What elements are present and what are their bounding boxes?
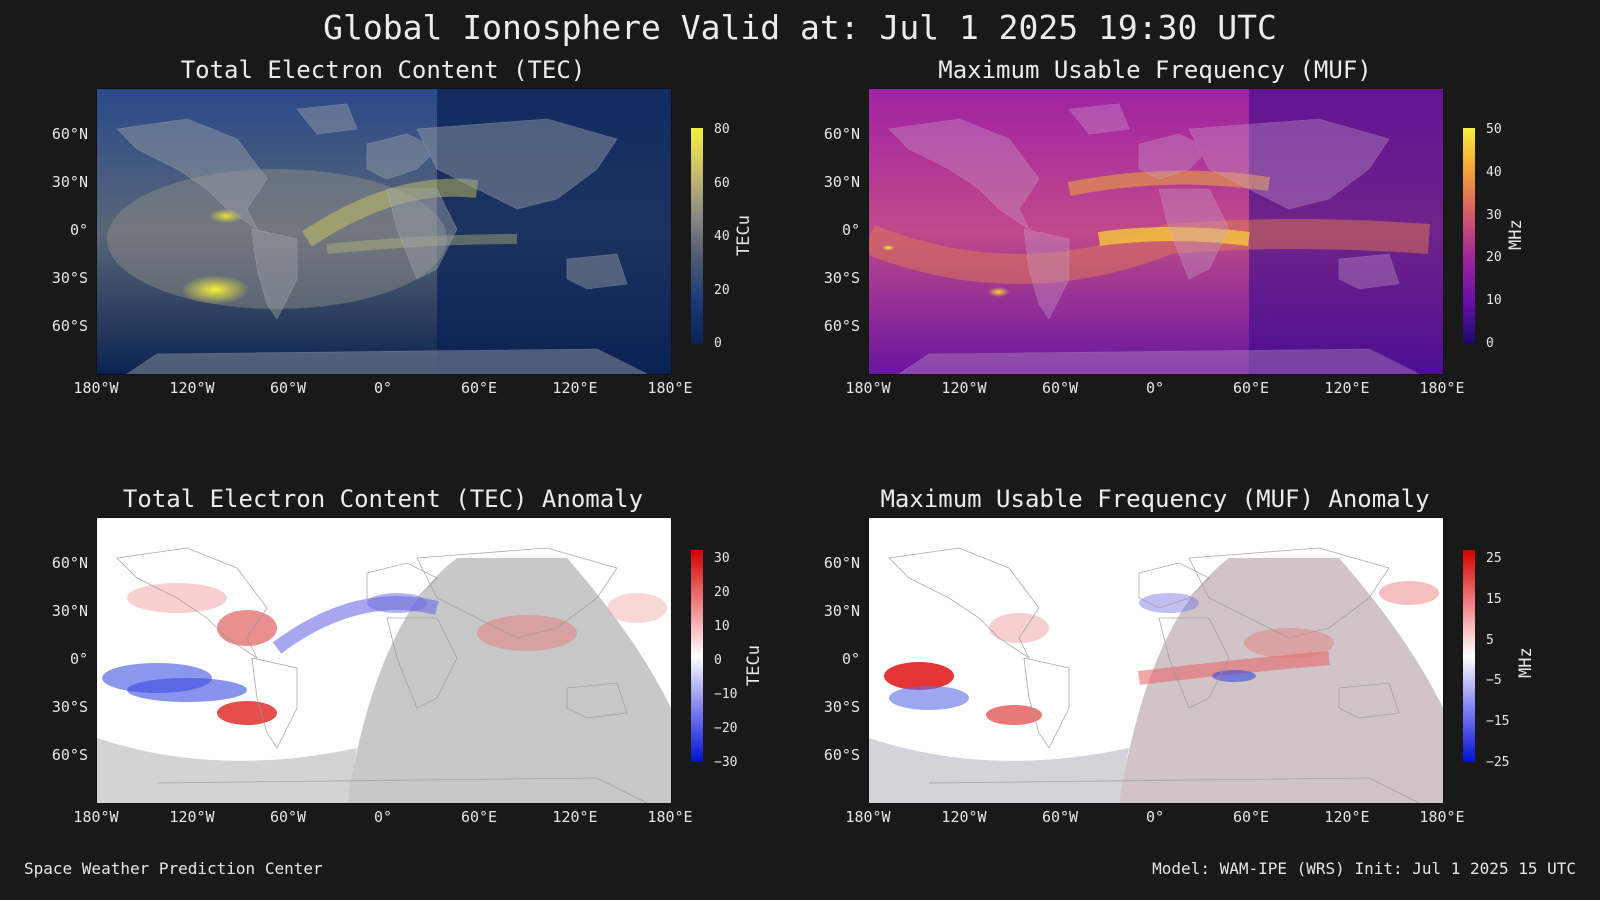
lat-tick: 30°S	[823, 698, 860, 716]
cbar-tick: 40	[1486, 165, 1502, 180]
muf-anomaly-title: Maximum Usable Frequency (MUF) Anomaly	[880, 485, 1430, 513]
lat-tick: 60°S	[51, 746, 88, 764]
cbar-tick: 5	[1486, 633, 1494, 648]
lon-tick: 120°W	[941, 808, 987, 826]
muf-title: Maximum Usable Frequency (MUF)	[938, 56, 1372, 84]
cbar-tick: −5	[1486, 673, 1502, 688]
cbar-tick: 50	[1486, 122, 1502, 137]
cbar-tick: −30	[714, 755, 738, 770]
lon-tick: 60°W	[1041, 808, 1079, 826]
lon-tick: 180°W	[845, 379, 891, 397]
lat-tick: 0°	[69, 650, 88, 668]
lat-tick: 60°N	[51, 125, 88, 143]
tec-title: Total Electron Content (TEC)	[180, 56, 586, 84]
lon-tick: 120°E	[1324, 808, 1370, 826]
cbar-tick: 25	[1486, 551, 1502, 566]
cbar-tick: 10	[1486, 293, 1502, 308]
lon-tick: 0°	[1145, 808, 1165, 826]
cbar-tick: 15	[1486, 592, 1502, 607]
muf-map	[868, 88, 1444, 375]
lat-tick: 30°N	[51, 173, 88, 191]
tec-units: TECu	[734, 215, 754, 256]
lon-tick: 180°W	[73, 808, 119, 826]
lat-tick: 30°N	[823, 602, 860, 620]
cbar-tick: −25	[1486, 755, 1510, 770]
lat-tick: 0°	[841, 650, 860, 668]
lon-tick: 120°W	[169, 379, 215, 397]
lat-tick: 30°N	[823, 173, 860, 191]
lon-tick: 60°E	[1232, 379, 1270, 397]
muf-anomaly-map	[868, 517, 1444, 804]
muf-anomaly-units: MHz	[1516, 647, 1536, 678]
lon-tick: 120°E	[552, 808, 598, 826]
cbar-tick: −20	[714, 721, 738, 736]
tec-anomaly-map	[96, 517, 672, 804]
tec-map	[96, 88, 672, 375]
lat-tick: 0°	[69, 221, 88, 239]
cbar-tick: 30	[1486, 208, 1502, 223]
lon-tick: 60°E	[460, 379, 498, 397]
lon-tick: 0°	[373, 808, 393, 826]
lon-tick: 180°E	[647, 808, 693, 826]
tec-anomaly-units: TECu	[744, 645, 764, 686]
lat-tick: 30°S	[823, 269, 860, 287]
lat-tick: 60°S	[823, 746, 860, 764]
cbar-tick: 0	[714, 653, 722, 668]
lat-tick: 30°S	[51, 269, 88, 287]
lon-tick: 60°W	[1041, 379, 1079, 397]
lon-tick: 180°E	[1419, 379, 1465, 397]
muf-units: MHz	[1506, 219, 1526, 250]
muf-anomaly-colorbar	[1463, 550, 1475, 762]
lon-tick: 120°E	[1324, 379, 1370, 397]
cbar-tick: 60	[714, 176, 730, 191]
lat-tick: 60°N	[51, 554, 88, 572]
lon-tick: 120°W	[941, 379, 987, 397]
lon-tick: 60°W	[269, 808, 307, 826]
lon-tick: 180°W	[845, 808, 891, 826]
page-title: Global Ionosphere Valid at: Jul 1 2025 1…	[323, 8, 1277, 47]
lat-tick: 60°S	[51, 317, 88, 335]
cbar-tick: 30	[714, 551, 730, 566]
cbar-tick: −10	[714, 687, 738, 702]
tec-anomaly-colorbar	[691, 550, 703, 762]
lat-tick: 30°S	[51, 698, 88, 716]
muf-colorbar	[1463, 128, 1475, 344]
lon-tick: 0°	[373, 379, 393, 397]
cbar-tick: 20	[714, 585, 730, 600]
lon-tick: 180°E	[647, 379, 693, 397]
tec-anomaly-title: Total Electron Content (TEC) Anomaly	[122, 485, 644, 513]
lon-tick: 60°E	[460, 808, 498, 826]
cbar-tick: −15	[1486, 714, 1510, 729]
cbar-tick: 0	[714, 336, 722, 351]
cbar-tick: 0	[1486, 336, 1494, 351]
tec-colorbar	[691, 128, 703, 344]
lat-tick: 30°N	[51, 602, 88, 620]
lon-tick: 0°	[1145, 379, 1165, 397]
cbar-tick: 20	[1486, 250, 1502, 265]
cbar-tick: 40	[714, 229, 730, 244]
cbar-tick: 10	[714, 619, 730, 634]
footer-model: Model: WAM-IPE (WRS) Init: Jul 1 2025 15…	[1152, 859, 1576, 878]
lat-tick: 60°S	[823, 317, 860, 335]
lon-tick: 60°E	[1232, 808, 1270, 826]
lat-tick: 0°	[841, 221, 860, 239]
lon-tick: 180°W	[73, 379, 119, 397]
lon-tick: 120°W	[169, 808, 215, 826]
lon-tick: 180°E	[1419, 808, 1465, 826]
cbar-tick: 80	[714, 122, 730, 137]
cbar-tick: 20	[714, 283, 730, 298]
lon-tick: 60°W	[269, 379, 307, 397]
lon-tick: 120°E	[552, 379, 598, 397]
lat-tick: 60°N	[823, 554, 860, 572]
footer-source: Space Weather Prediction Center	[24, 859, 323, 878]
lat-tick: 60°N	[823, 125, 860, 143]
